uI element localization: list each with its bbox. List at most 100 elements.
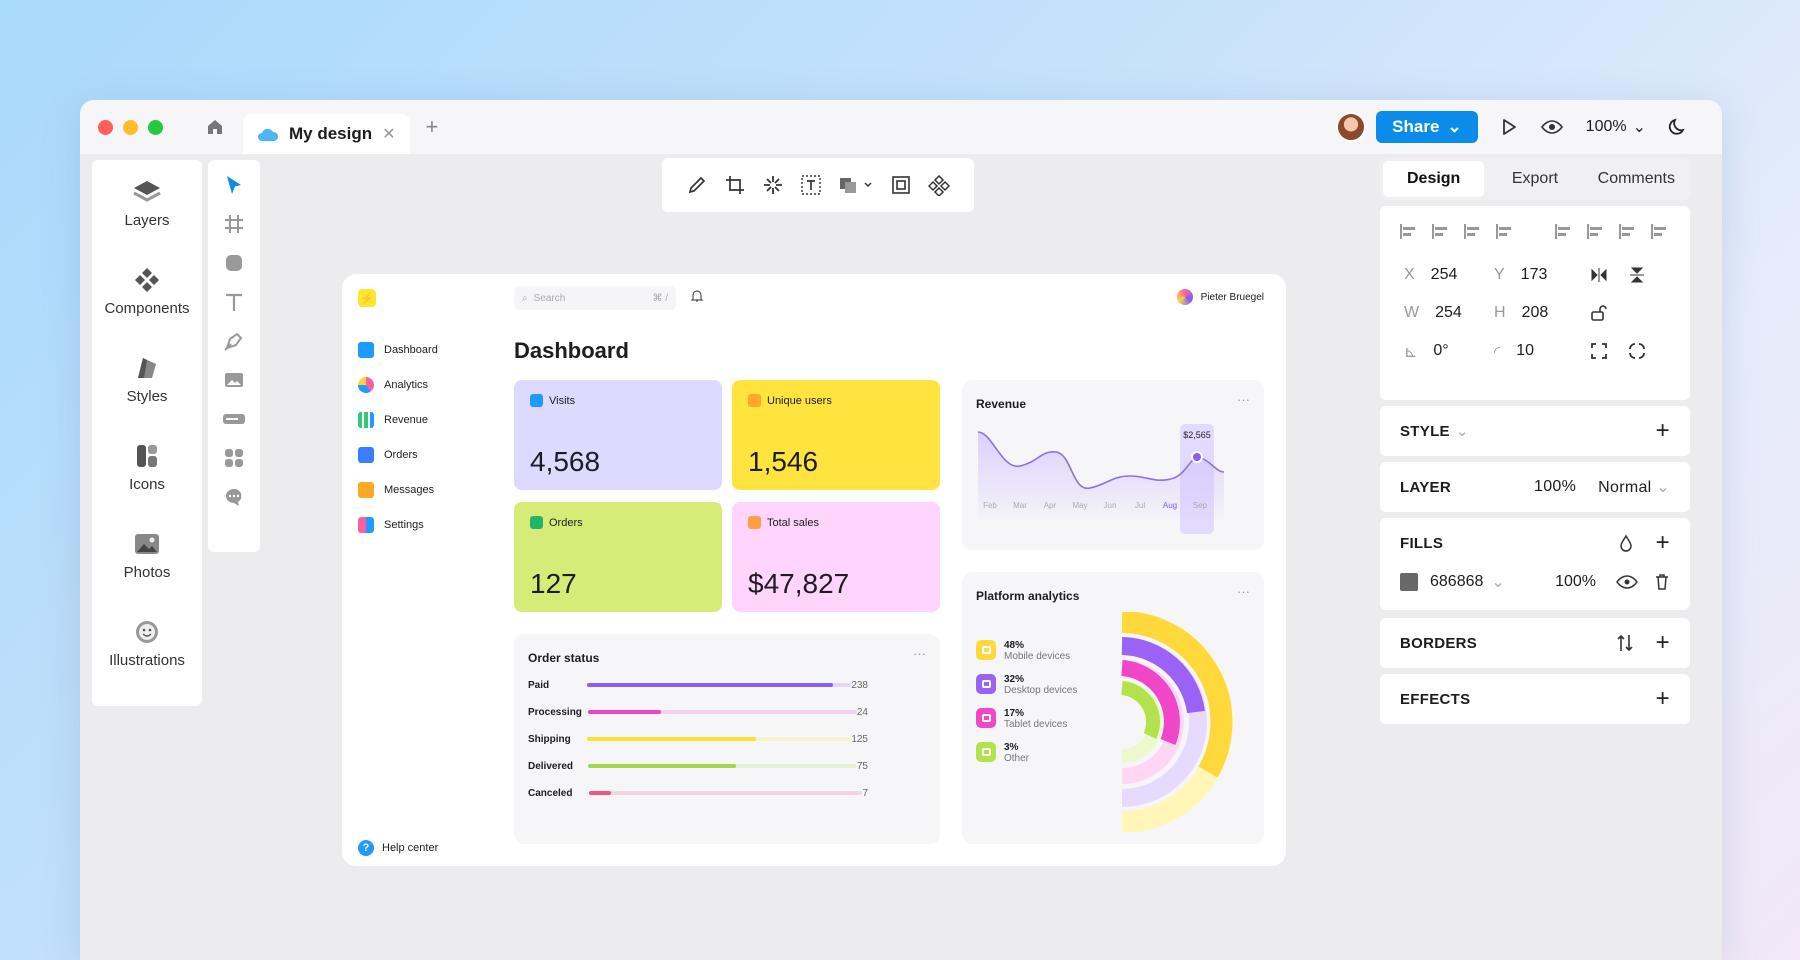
fill-swatch[interactable] (1400, 573, 1418, 591)
user-profile[interactable]: Pieter Bruegel (1176, 289, 1264, 305)
sidebar-item-messages[interactable]: Messages (358, 472, 438, 507)
more-icon[interactable]: ··· (913, 646, 926, 661)
sidebar-item-dashboard[interactable]: Dashboard (358, 332, 438, 367)
nav-icons[interactable]: Icons (129, 442, 165, 530)
new-tab-button[interactable]: + (425, 114, 439, 139)
blend-mode-dropdown[interactable]: Normal ⌄ (1598, 477, 1670, 497)
design-canvas[interactable]: ⚡ Dashboard Analytics Revenue Orders Mes… (342, 274, 1286, 866)
zoom-dropdown[interactable]: 100% ⌄ (1586, 117, 1646, 137)
pencil-icon[interactable] (686, 174, 708, 196)
add-fill-button[interactable]: + (1655, 529, 1670, 556)
independent-corners-icon[interactable] (1628, 342, 1646, 360)
pen-tool-icon[interactable] (223, 330, 245, 352)
frame-select-icon[interactable] (890, 174, 912, 196)
orders-card[interactable]: Orders 127 (514, 502, 722, 612)
tab-comments[interactable]: Comments (1597, 170, 1675, 187)
fill-opacity[interactable]: 100% (1555, 573, 1596, 590)
nav-label: Icons (129, 476, 165, 493)
w-field[interactable]: W 254 (1404, 304, 1462, 322)
y-value: 173 (1520, 266, 1548, 283)
tab-design[interactable]: Design (1383, 161, 1485, 197)
align-center-v-icon[interactable] (1585, 222, 1604, 241)
chevron-down-icon[interactable]: ⌄ (1455, 423, 1469, 440)
nav-photos[interactable]: Photos (124, 530, 170, 618)
nav-styles[interactable]: Styles (127, 354, 167, 442)
shape-tool-icon[interactable] (223, 252, 245, 274)
h-field[interactable]: H 208 (1494, 304, 1548, 322)
flip-vertical-icon[interactable] (1628, 266, 1646, 284)
boolean-icon[interactable] (838, 174, 874, 196)
layer-opacity[interactable]: 100% (1534, 478, 1577, 495)
sparkle-icon[interactable] (762, 174, 784, 196)
distribute-h-icon[interactable] (1494, 222, 1513, 241)
month-label: Feb (983, 501, 997, 510)
search-input[interactable]: ⌕ Search ⌘ / (514, 286, 676, 310)
more-icon[interactable]: ··· (1237, 584, 1250, 599)
platform-analytics-panel: Platform analytics ··· 48% Mobile devices… (962, 572, 1264, 844)
close-tab-icon[interactable]: ✕ (382, 126, 396, 143)
align-right-icon[interactable] (1462, 222, 1481, 241)
visits-card[interactable]: Visits 4,568 (514, 380, 722, 490)
nav-components[interactable]: Components (104, 266, 190, 354)
nav-illustrations[interactable]: Illustrations (109, 618, 185, 706)
fills-section: FILLS + 686868 ⌄ 100% (1380, 518, 1690, 610)
image-tool-icon[interactable] (223, 369, 245, 391)
radius-field[interactable]: ◜ 10 (1494, 342, 1534, 362)
sidebar-item-analytics[interactable]: Analytics (358, 367, 438, 402)
align-top-icon[interactable] (1553, 222, 1572, 241)
color-drop-icon[interactable] (1618, 534, 1634, 552)
sidebar-item-settings[interactable]: Settings (358, 507, 438, 542)
angle-field[interactable]: ⊾ 0° (1404, 342, 1449, 362)
text-box-icon[interactable] (800, 174, 822, 196)
eye-icon[interactable] (1616, 575, 1638, 589)
dark-mode-icon[interactable] (1668, 117, 1688, 137)
align-center-h-icon[interactable] (1430, 222, 1449, 241)
align-bottom-icon[interactable] (1617, 222, 1636, 241)
sidebar-item-revenue[interactable]: Revenue (358, 402, 438, 437)
add-border-button[interactable]: + (1655, 629, 1670, 656)
home-icon[interactable] (205, 117, 225, 137)
legend-pct: 32% (1004, 674, 1025, 685)
file-tab[interactable]: My design ✕ (243, 114, 410, 154)
y-field[interactable]: Y 173 (1494, 266, 1547, 284)
bell-icon[interactable] (690, 289, 704, 303)
month-label: Jun (1104, 501, 1117, 510)
comment-tool-icon[interactable] (223, 486, 245, 508)
orders-icon (530, 516, 543, 529)
minimize-window-button[interactable] (123, 119, 138, 135)
tab-export[interactable]: Export (1511, 170, 1559, 187)
add-style-button[interactable]: + (1655, 417, 1670, 444)
component-tool-icon[interactable] (223, 447, 245, 469)
text-tool-icon[interactable] (223, 291, 245, 313)
chevron-down-icon[interactable]: ⌄ (1491, 574, 1505, 591)
help-center-link[interactable]: ? Help center (358, 840, 438, 856)
align-left-icon[interactable] (1398, 222, 1417, 241)
component-diamond-icon[interactable] (928, 174, 950, 196)
input-tool-icon[interactable] (222, 408, 246, 430)
x-field[interactable]: X 254 (1404, 266, 1457, 284)
legend-label: Tablet devices (1004, 719, 1068, 730)
nav-layers[interactable]: Layers (124, 178, 170, 266)
sidebar-item-orders[interactable]: Orders (358, 437, 438, 472)
unique-users-card[interactable]: Unique users 1,546 (732, 380, 940, 490)
crop-icon[interactable] (724, 174, 746, 196)
share-button[interactable]: Share ⌄ (1376, 111, 1478, 143)
more-icon[interactable]: ··· (1237, 392, 1250, 407)
frame-tool-icon[interactable] (223, 213, 245, 235)
unlock-icon[interactable] (1590, 304, 1608, 322)
distribute-v-icon[interactable] (1649, 222, 1668, 241)
play-icon[interactable] (1500, 118, 1518, 136)
total-sales-card[interactable]: Total sales $47,827 (732, 502, 940, 612)
add-effect-button[interactable]: + (1655, 685, 1670, 712)
swap-icon[interactable] (1616, 633, 1634, 653)
preview-eye-icon[interactable] (1540, 119, 1564, 135)
trash-icon[interactable] (1654, 573, 1670, 591)
aug-point[interactable] (1191, 451, 1203, 463)
select-tool-icon[interactable] (223, 174, 245, 196)
user-avatar[interactable] (1336, 112, 1367, 142)
close-window-button[interactable] (98, 119, 113, 135)
maximize-window-button[interactable] (148, 119, 163, 135)
fill-hex-value[interactable]: 686868 (1430, 573, 1484, 590)
flip-horizontal-icon[interactable] (1590, 266, 1608, 284)
fit-frame-icon[interactable] (1590, 342, 1608, 360)
